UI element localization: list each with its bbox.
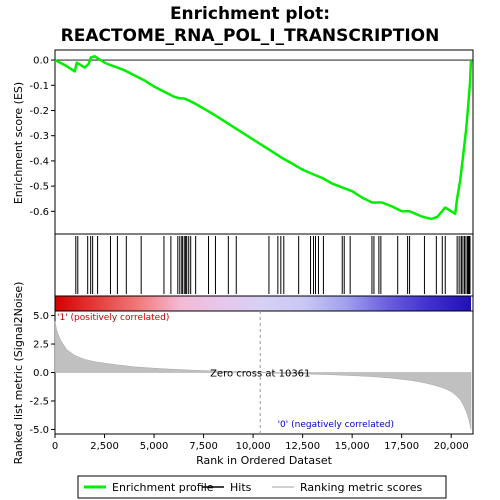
es-y-tick-label: -0.2 <box>29 106 49 117</box>
x-tick-label: 17,500 <box>384 441 419 452</box>
x-tick-label: 5,000 <box>140 441 169 452</box>
ranking-metric-area <box>54 321 472 430</box>
x-tick-label: 10,000 <box>236 441 271 452</box>
metric-y-tick-label: 0.0 <box>33 368 49 379</box>
metric-y-axis-label: Ranked list metric (Signal2Noise) <box>12 282 25 465</box>
es-panel-frame <box>54 49 474 235</box>
metric-y-tick-label: -2.5 <box>29 396 49 407</box>
es-y-tick-label: -0.5 <box>29 182 49 193</box>
x-tick-label: 0 <box>52 441 58 452</box>
zero-cross-label: Zero cross at 10361 <box>210 369 310 380</box>
es-y-tick-label: -0.3 <box>29 131 49 142</box>
hits-panel-frame <box>54 233 474 297</box>
es-y-tick-label: -0.6 <box>29 207 49 218</box>
x-tick-label: 15,000 <box>335 441 370 452</box>
x-tick-label: 12,500 <box>285 441 320 452</box>
x-tick-label: 2,500 <box>90 441 119 452</box>
positive-correlation-label: '1' (positively correlated) <box>57 313 169 323</box>
ranked-heat-bar <box>55 296 471 311</box>
legend-label: Hits <box>230 481 252 494</box>
metric-y-tick-label: 5.0 <box>33 311 49 322</box>
es-y-tick-label: -0.1 <box>29 81 49 92</box>
hits-markers <box>75 236 471 294</box>
legend-box <box>77 475 447 499</box>
chart-title-line1: Enrichment plot: <box>170 4 330 24</box>
legend: Enrichment profile Hits Ranking metric sco… <box>84 481 422 494</box>
legend-label: Enrichment profile <box>112 481 214 494</box>
es-y-tick-label: -0.4 <box>29 156 49 167</box>
legend-label: Ranking metric scores <box>300 481 422 494</box>
negative-correlation-label: '0' (negatively correlated) <box>278 420 394 430</box>
metric-y-tick-label: -5.0 <box>29 425 49 436</box>
es-y-axis: 0.0 -0.1 -0.2 -0.3 -0.4 -0.5 -0.6 <box>29 56 55 218</box>
es-y-tick-label: 0.0 <box>33 56 49 67</box>
enrichment-profile-line <box>54 55 473 221</box>
metric-y-axis: 5.0 2.5 0.0 -2.5 -5.0 <box>29 311 55 436</box>
x-tick-label: 20,000 <box>434 441 469 452</box>
metric-y-tick-label: 2.5 <box>33 340 49 351</box>
x-axis: 0 2,500 5,000 7,500 10,000 12,500 15,000 17,500… <box>52 434 469 452</box>
es-y-axis-label: Enrichment score (ES) <box>12 82 25 204</box>
x-tick-label: 7,500 <box>189 441 218 452</box>
chart-title-line2: REACTOME_RNA_POL_I_TRANSCRIPTION <box>61 26 440 46</box>
x-axis-label: Rank in Ordered Dataset <box>196 454 333 467</box>
